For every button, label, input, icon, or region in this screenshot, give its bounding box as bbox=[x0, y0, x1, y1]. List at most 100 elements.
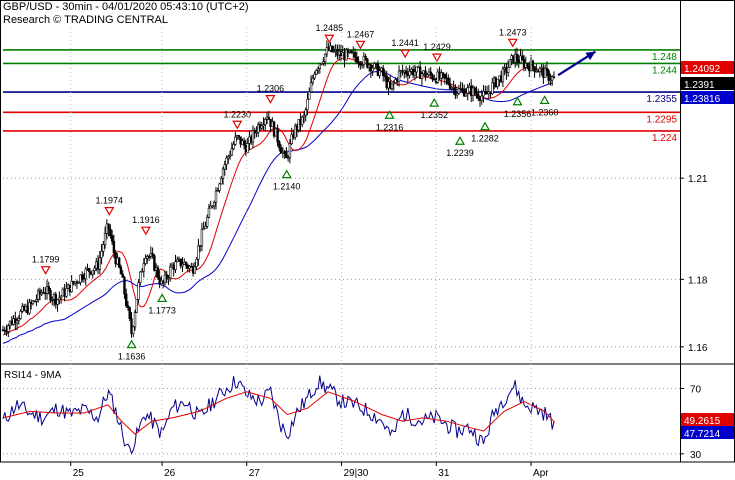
candle-body bbox=[304, 109, 307, 116]
candle-body bbox=[81, 274, 84, 280]
candle-body bbox=[234, 136, 237, 145]
candle-body bbox=[318, 63, 322, 69]
candle-body bbox=[526, 63, 529, 67]
candle-body bbox=[260, 125, 263, 129]
candle-body bbox=[429, 71, 432, 76]
candle-body bbox=[508, 59, 512, 68]
candle-body bbox=[232, 144, 235, 150]
swing-high-label: 1.2230 bbox=[223, 109, 251, 119]
candle-body bbox=[325, 47, 329, 55]
candle-body bbox=[56, 299, 59, 305]
swing-low-label: 1.2360 bbox=[531, 107, 559, 117]
candle-body bbox=[332, 50, 336, 52]
swing-high-marker bbox=[431, 53, 442, 63]
candle-body bbox=[174, 261, 177, 270]
candle-body bbox=[484, 91, 487, 94]
price-tag-label: 1.24092 bbox=[684, 64, 721, 75]
candle-body bbox=[128, 307, 131, 319]
candle-body bbox=[153, 255, 156, 271]
candle-body bbox=[135, 299, 138, 313]
candle-body bbox=[420, 73, 424, 79]
candle-body bbox=[408, 71, 411, 76]
candle-body bbox=[279, 147, 283, 154]
rsi-panel: RSI14 - 9MA 70 30 49.2615 47.7214 bbox=[2, 370, 734, 461]
candle-body bbox=[547, 70, 550, 81]
swing-low-label: 1.2356 bbox=[504, 109, 532, 119]
candle-body bbox=[464, 92, 468, 97]
candle-body bbox=[424, 70, 427, 78]
candle-body bbox=[455, 93, 459, 96]
candle-body bbox=[98, 257, 102, 270]
candle-body bbox=[290, 134, 293, 144]
candle-body bbox=[93, 267, 96, 271]
rsi-tag-label: 47.7214 bbox=[684, 429, 721, 440]
candle-body bbox=[218, 183, 221, 191]
candle-body bbox=[371, 67, 374, 72]
candle-body bbox=[112, 240, 116, 254]
price-tick-label: 1.18 bbox=[688, 275, 708, 286]
candle-body bbox=[214, 190, 218, 203]
candle-body bbox=[431, 74, 434, 80]
candle-body bbox=[515, 53, 519, 61]
price-tick-label: 1.21 bbox=[688, 174, 708, 185]
candle-body bbox=[382, 67, 385, 76]
candle-body bbox=[200, 228, 204, 246]
swing-low-marker bbox=[479, 121, 491, 131]
candle-body bbox=[533, 66, 536, 72]
candle-body bbox=[355, 56, 359, 63]
candle-body bbox=[91, 270, 94, 275]
candle-body bbox=[378, 70, 381, 76]
price-tag-label: 1.23816 bbox=[684, 94, 721, 105]
candle-body bbox=[221, 168, 225, 179]
time-tick-label: 26 bbox=[164, 468, 176, 479]
candle-body bbox=[264, 119, 267, 125]
candle-body bbox=[130, 318, 133, 334]
swing-high-label: 1.1916 bbox=[132, 215, 160, 225]
candle-body bbox=[184, 262, 188, 266]
swing-low-label: 1.1773 bbox=[148, 305, 176, 315]
swing-high-label: 1.2429 bbox=[423, 42, 451, 52]
candle-body bbox=[179, 258, 182, 267]
candle-body bbox=[28, 302, 31, 314]
level-label: 1.244 bbox=[652, 65, 677, 76]
candle-body bbox=[521, 55, 524, 60]
candle-body bbox=[482, 91, 485, 97]
candle-body bbox=[202, 228, 205, 230]
candle-body bbox=[195, 258, 198, 267]
candle-body bbox=[359, 62, 362, 66]
candle-body bbox=[151, 253, 154, 256]
candle-body bbox=[501, 68, 505, 83]
swing-low-marker bbox=[454, 136, 466, 145]
candle-body bbox=[447, 78, 450, 85]
candle-body bbox=[475, 92, 478, 95]
candle-body bbox=[473, 87, 476, 94]
time-tick-label: 29|30 bbox=[344, 468, 369, 479]
candle-body bbox=[426, 74, 429, 78]
candle-body bbox=[132, 326, 135, 334]
candle-body bbox=[345, 49, 348, 61]
candle-body bbox=[538, 67, 542, 72]
candle-body bbox=[165, 274, 168, 280]
candle-body bbox=[33, 300, 36, 303]
candle-body bbox=[496, 79, 499, 88]
candle-body bbox=[103, 233, 107, 246]
rsi-tick-label: 70 bbox=[690, 385, 702, 396]
price-tick-label: 1.16 bbox=[688, 343, 708, 354]
swing-low-marker bbox=[281, 169, 292, 179]
candle-body bbox=[404, 70, 408, 74]
candle-body bbox=[197, 245, 200, 260]
rsi-tag-box bbox=[681, 413, 734, 426]
candle-body bbox=[133, 312, 137, 328]
rsi-title: RSI14 - 9MA bbox=[4, 370, 62, 381]
swing-low-label: 1.2140 bbox=[273, 182, 301, 192]
candle-body bbox=[545, 67, 549, 72]
candle-body bbox=[59, 295, 63, 299]
swing-low-label: 1.2282 bbox=[471, 134, 499, 144]
candle-body bbox=[364, 56, 367, 60]
price-tag-box bbox=[681, 61, 734, 74]
swing-low-marker bbox=[384, 110, 395, 119]
candle-body bbox=[102, 244, 105, 252]
candle-body bbox=[225, 157, 228, 165]
candle-body bbox=[230, 148, 234, 156]
swing-high-marker bbox=[104, 207, 115, 216]
